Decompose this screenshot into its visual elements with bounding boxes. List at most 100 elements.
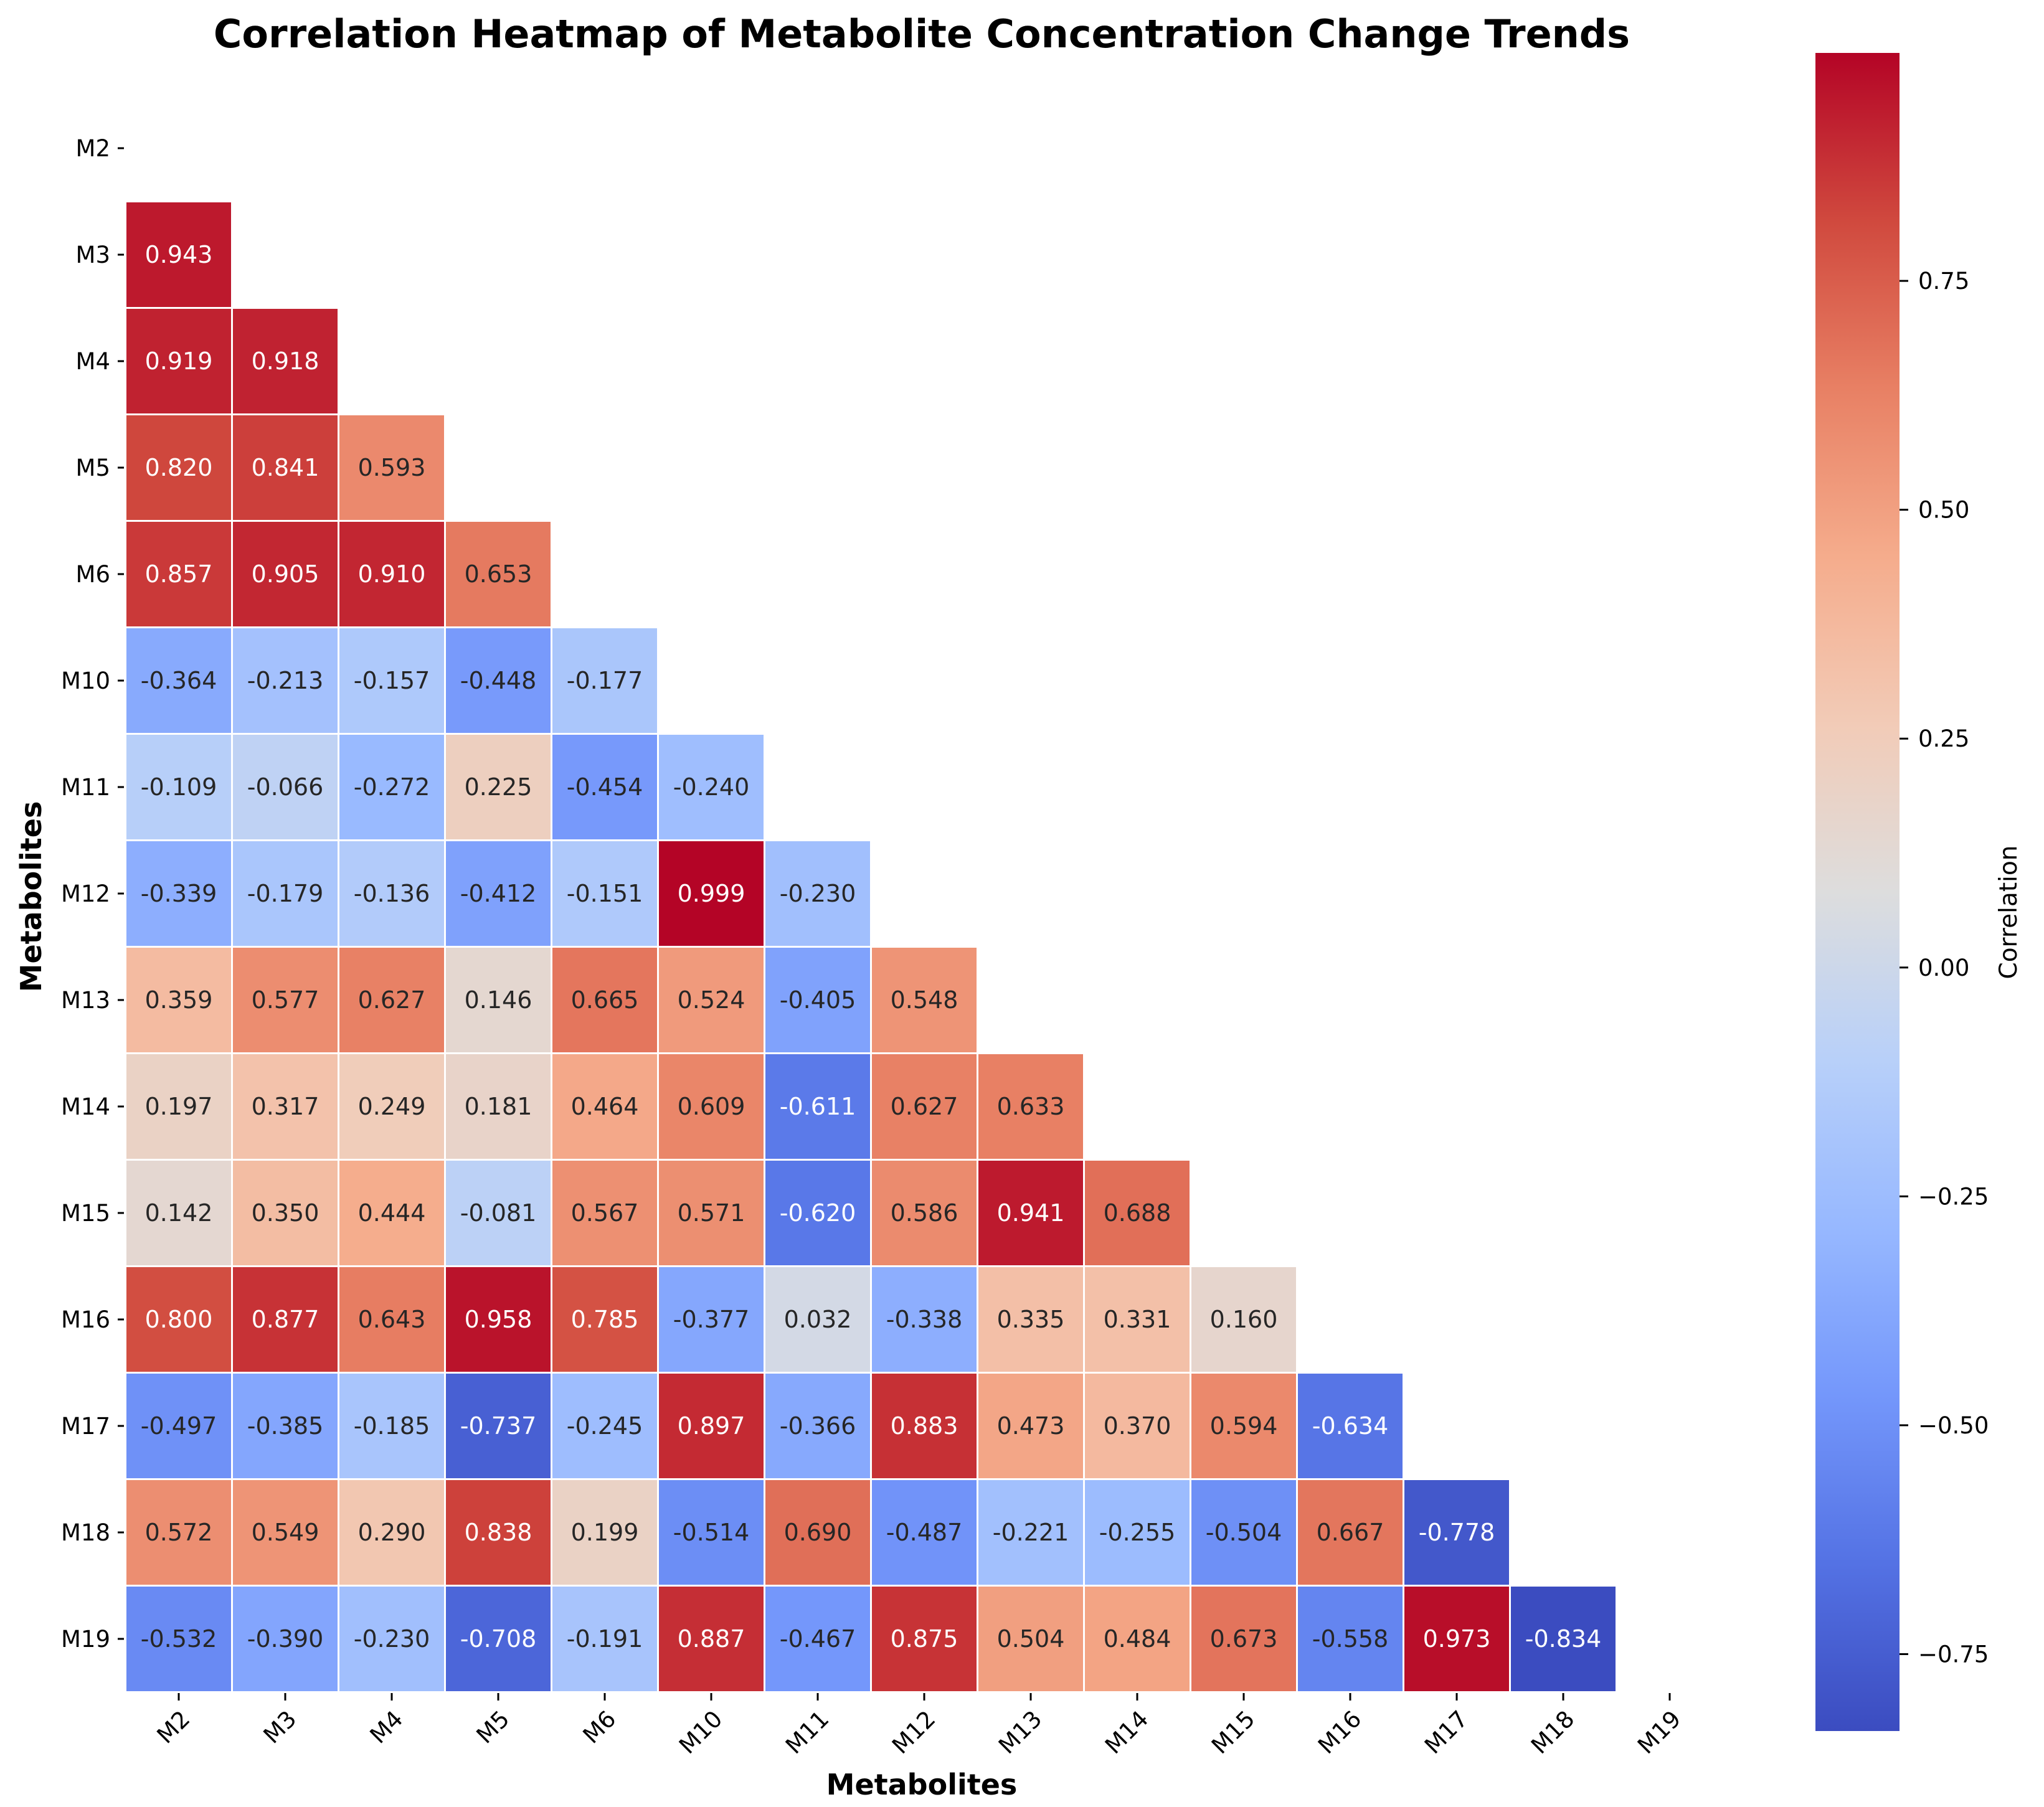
heatmap-cell [233,1267,338,1372]
cell-value-label: -0.620 [780,1199,856,1227]
heatmap-cell [552,1374,657,1478]
cell-value-label: 0.146 [465,986,532,1014]
cell-value-label: -0.497 [141,1412,217,1440]
heatmap-cell [1298,1480,1403,1585]
cell-value-label: 0.690 [784,1519,852,1546]
cell-value-label: 0.875 [891,1625,958,1653]
chart-title: Correlation Heatmap of Metabolite Concen… [214,11,1630,57]
heatmap-cell [1298,1587,1403,1691]
heatmap-cell [1085,1480,1190,1585]
heatmap-cell [446,1480,551,1585]
cell-value-label: 0.627 [358,986,426,1014]
x-tick-label: M3 [258,1706,302,1749]
heatmap-cell [1511,1587,1616,1691]
x-tick-label: M12 [887,1706,940,1759]
heatmap-cell [233,1161,338,1265]
cell-value-label: -0.151 [567,880,643,907]
heatmap-cell [1191,1480,1296,1585]
cell-value-label: -0.377 [673,1306,750,1333]
y-tick-label: M6 [76,561,110,588]
cell-value-label: -0.230 [780,880,856,907]
heatmap-cell [872,1587,977,1691]
cell-value-label: 0.653 [465,560,532,588]
heatmap-cell [659,735,764,839]
y-tick-label: M10 [61,668,110,694]
y-tick-label: M5 [76,455,110,481]
cell-value-label: 0.838 [465,1519,532,1546]
heatmap-cell [1298,1374,1403,1478]
heatmap-cell [659,1587,764,1691]
heatmap-cell [126,628,231,733]
heatmap-cell [978,1480,1083,1585]
x-tick-label: M14 [1100,1706,1153,1759]
cell-value-label: 0.484 [1104,1625,1171,1653]
heatmap-cell [126,841,231,946]
cell-value-label: 0.572 [145,1519,213,1546]
cell-value-label: -0.066 [247,773,324,801]
cell-value-label: 0.444 [358,1199,426,1227]
heatmap-cell [233,948,338,1052]
heatmap-cell [126,309,231,413]
heatmap-cell [872,1267,977,1372]
cell-value-label: 0.857 [145,560,213,588]
colorbar-tick-label: 0.75 [1918,268,1969,295]
cell-value-label: -0.221 [993,1519,1069,1546]
cell-value-label: -0.339 [141,880,217,907]
cell-value-label: 0.594 [1210,1412,1278,1440]
cell-value-label: 0.918 [252,347,319,375]
heatmap-cell [446,1054,551,1159]
cell-value-label: 0.331 [1104,1306,1171,1333]
heatmap-cell [765,1267,870,1372]
cell-value-label: -0.405 [780,986,856,1014]
heatmap-cell [446,735,551,839]
y-tick-label: M12 [61,880,110,907]
colorbar-tick-label: 0.25 [1918,725,1969,752]
cell-value-label: -0.272 [354,773,430,801]
cell-value-label: 0.571 [678,1199,745,1227]
cell-value-label: 0.577 [252,986,319,1014]
heatmap-cell [446,841,551,946]
heatmap-cell [872,1054,977,1159]
cell-value-label: 0.464 [571,1093,639,1120]
heatmap-cell [339,735,444,839]
x-tick-label: M4 [365,1706,409,1749]
cell-value-label: 0.943 [145,241,213,268]
y-axis-ticks: M2 M3 M4 M5 M6 M10 M11 M12 M13 M14 M15 M16 M17 M18 M19 [61,135,124,1653]
heatmap-cell [126,735,231,839]
cell-value-label: 0.941 [997,1199,1065,1227]
cell-value-label: -0.179 [247,880,324,907]
x-tick-label: M10 [674,1706,727,1759]
heatmap-cell [446,522,551,626]
x-tick-label: M18 [1526,1706,1579,1759]
cell-value-label: -0.245 [567,1412,643,1440]
cell-value-label: -0.737 [460,1412,537,1440]
cell-value-label: 0.627 [891,1093,958,1120]
heatmap-cell [126,522,231,626]
heatmap-cell [126,415,231,520]
heatmap-cell [978,1267,1083,1372]
y-tick-label: M3 [76,242,110,268]
heatmap-cell [1085,1161,1190,1265]
cell-value-label: 0.883 [891,1412,958,1440]
cell-value-label: 0.673 [1210,1625,1278,1653]
cell-value-label: 0.567 [571,1199,639,1227]
cell-value-label: 0.910 [358,560,426,588]
cell-value-label: -0.390 [247,1625,324,1653]
heatmap-cell [126,948,231,1052]
heatmap-cell [872,1374,977,1478]
cell-value-label: 0.504 [997,1625,1065,1653]
x-axis-label: Metabolites [826,1768,1018,1801]
heatmap-cell [233,1374,338,1478]
cell-value-label: -0.834 [1525,1625,1602,1653]
cell-value-label: -0.611 [780,1093,856,1120]
heatmap-cell [552,841,657,946]
x-tick-label: M15 [1206,1706,1260,1759]
heatmap-cell [872,948,977,1052]
x-tick-label: M6 [578,1706,622,1749]
heatmap-cell [765,1374,870,1478]
heatmap-cell [978,1161,1083,1265]
cell-value-label: 0.549 [252,1519,319,1546]
heatmap-cell [126,1587,231,1691]
heatmap-cell [552,735,657,839]
colorbar-tick-label: −0.25 [1918,1183,1989,1210]
